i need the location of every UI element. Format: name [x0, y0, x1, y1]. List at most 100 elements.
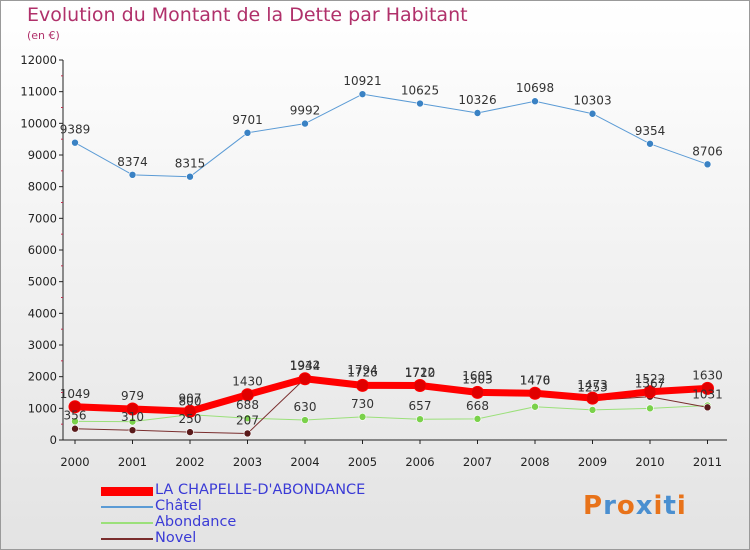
x-tick-label: 2004: [290, 455, 319, 469]
data-label: 1430: [232, 375, 263, 389]
data-point-ch-tel: [186, 172, 194, 181]
data-point-la-chapelle-d-abondance: [643, 385, 657, 399]
y-tick-label: 1000: [28, 401, 57, 415]
data-label: 1253: [577, 380, 608, 394]
data-point-ch-tel: [703, 160, 712, 169]
series-line-la-chapelle-d-abondance: [74, 375, 708, 415]
series-line-abondance: [74, 404, 708, 423]
legend-label: Novel: [155, 530, 197, 546]
data-label: 8315: [175, 157, 206, 171]
x-tick-label: 2003: [233, 455, 262, 469]
data-point-abondance: [473, 415, 482, 423]
data-label: 9701: [232, 113, 263, 127]
x-tick-label: 2000: [60, 455, 89, 469]
data-label: 1630: [692, 368, 723, 382]
data-label: 688: [236, 398, 259, 412]
x-tick-label: 2002: [175, 455, 204, 469]
data-label: 1942: [290, 359, 321, 373]
data-point-abondance: [358, 413, 367, 421]
data-label: 9389: [60, 123, 91, 137]
data-point-novel: [128, 426, 137, 434]
data-label: 657: [409, 399, 432, 413]
y-tick-label: 11000: [20, 85, 57, 99]
data-label: 356: [64, 409, 87, 423]
axes: 0 1000 2000 3000 4000 5000 6000 7000 8000 9000 100…: [20, 53, 727, 469]
data-label: 310: [121, 410, 144, 424]
y-tick-label: 2000: [28, 370, 57, 384]
data-point-ch-tel: [301, 119, 309, 128]
legend-label: Abondance: [155, 514, 237, 530]
chart-title: Evolution du Montant de la Dette par Hab…: [27, 4, 468, 26]
data-label: 1367: [635, 377, 666, 391]
data-point-abondance: [588, 406, 597, 414]
data-point-ch-tel: [71, 138, 79, 147]
y-tick-label: 3000: [28, 338, 57, 352]
data-label: 207: [236, 413, 259, 427]
data-point-ch-tel: [646, 139, 654, 148]
data-point-ch-tel: [243, 129, 252, 137]
x-tick-label: 2011: [693, 455, 722, 469]
data-label: 10921: [343, 74, 381, 88]
data-point-novel: [186, 428, 194, 436]
data-point-ch-tel: [128, 171, 137, 179]
legend-swatch: [101, 486, 153, 496]
y-tick-label: 8000: [28, 180, 57, 194]
data-label: 730: [351, 397, 374, 411]
y-tick-label: 9000: [28, 148, 57, 162]
data-label: 668: [466, 399, 489, 413]
data-label: 8374: [117, 155, 148, 169]
x-tick-label: 2006: [405, 455, 434, 469]
data-label: 1710: [405, 366, 436, 380]
data-label: 1476: [520, 373, 551, 387]
legend-label: Châtel: [155, 498, 202, 514]
chart-subtitle: (en €): [27, 29, 60, 42]
x-tick-label: 2001: [118, 455, 147, 469]
data-point-la-chapelle-d-abondance: [471, 385, 484, 399]
data-point-la-chapelle-d-abondance: [241, 388, 254, 402]
data-point-novel: [243, 429, 252, 438]
data-label: 8706: [692, 144, 723, 158]
data-label: 1522: [635, 372, 666, 386]
data-point-abondance: [301, 416, 309, 424]
legend-label: LA CHAPELLE-D'ABONDANCE: [155, 482, 366, 498]
data-point-abondance: [416, 415, 424, 423]
x-tick-label: 2009: [578, 455, 607, 469]
data-label: 800: [179, 395, 202, 409]
data-point-la-chapelle-d-abondance: [586, 391, 599, 405]
data-label: 10303: [573, 94, 611, 108]
data-point-la-chapelle-d-abondance: [68, 400, 82, 414]
data-point-abondance: [646, 404, 654, 413]
data-label: 10698: [516, 81, 554, 95]
legend-swatch: [101, 522, 153, 524]
data-label: 630: [294, 400, 317, 414]
data-point-ch-tel: [416, 99, 424, 108]
data-label: 9992: [290, 104, 321, 118]
x-tick-label: 2010: [635, 455, 664, 469]
data-point-novel: [71, 424, 79, 433]
data-point-la-chapelle-d-abondance: [356, 378, 369, 392]
data-label: 1726: [347, 365, 378, 379]
data-label: 907: [179, 391, 202, 405]
y-tick-label: 0: [50, 433, 57, 447]
data-point-la-chapelle-d-abondance: [413, 378, 427, 392]
proxiti-logo: Proxiti: [583, 491, 687, 521]
data-label: 250: [179, 412, 202, 426]
data-label: 10625: [401, 84, 439, 98]
data-label: 1031: [692, 387, 723, 401]
y-tick-label: 4000: [28, 306, 57, 320]
series-lines: [68, 90, 714, 438]
data-point-la-chapelle-d-abondance: [528, 386, 542, 400]
data-label: 1473: [577, 378, 608, 392]
data-label: 979: [121, 389, 144, 403]
data-point-abondance: [243, 414, 252, 423]
data-point-la-chapelle-d-abondance: [701, 381, 714, 395]
y-tick-label: 10000: [20, 116, 57, 130]
y-tick-label: 6000: [28, 243, 57, 257]
legend-swatch: [101, 506, 153, 508]
data-label: 1049: [60, 387, 91, 401]
y-tick-label: 7000: [28, 211, 57, 225]
data-label: 10326: [458, 93, 496, 107]
x-tick-label: 2008: [520, 455, 549, 469]
